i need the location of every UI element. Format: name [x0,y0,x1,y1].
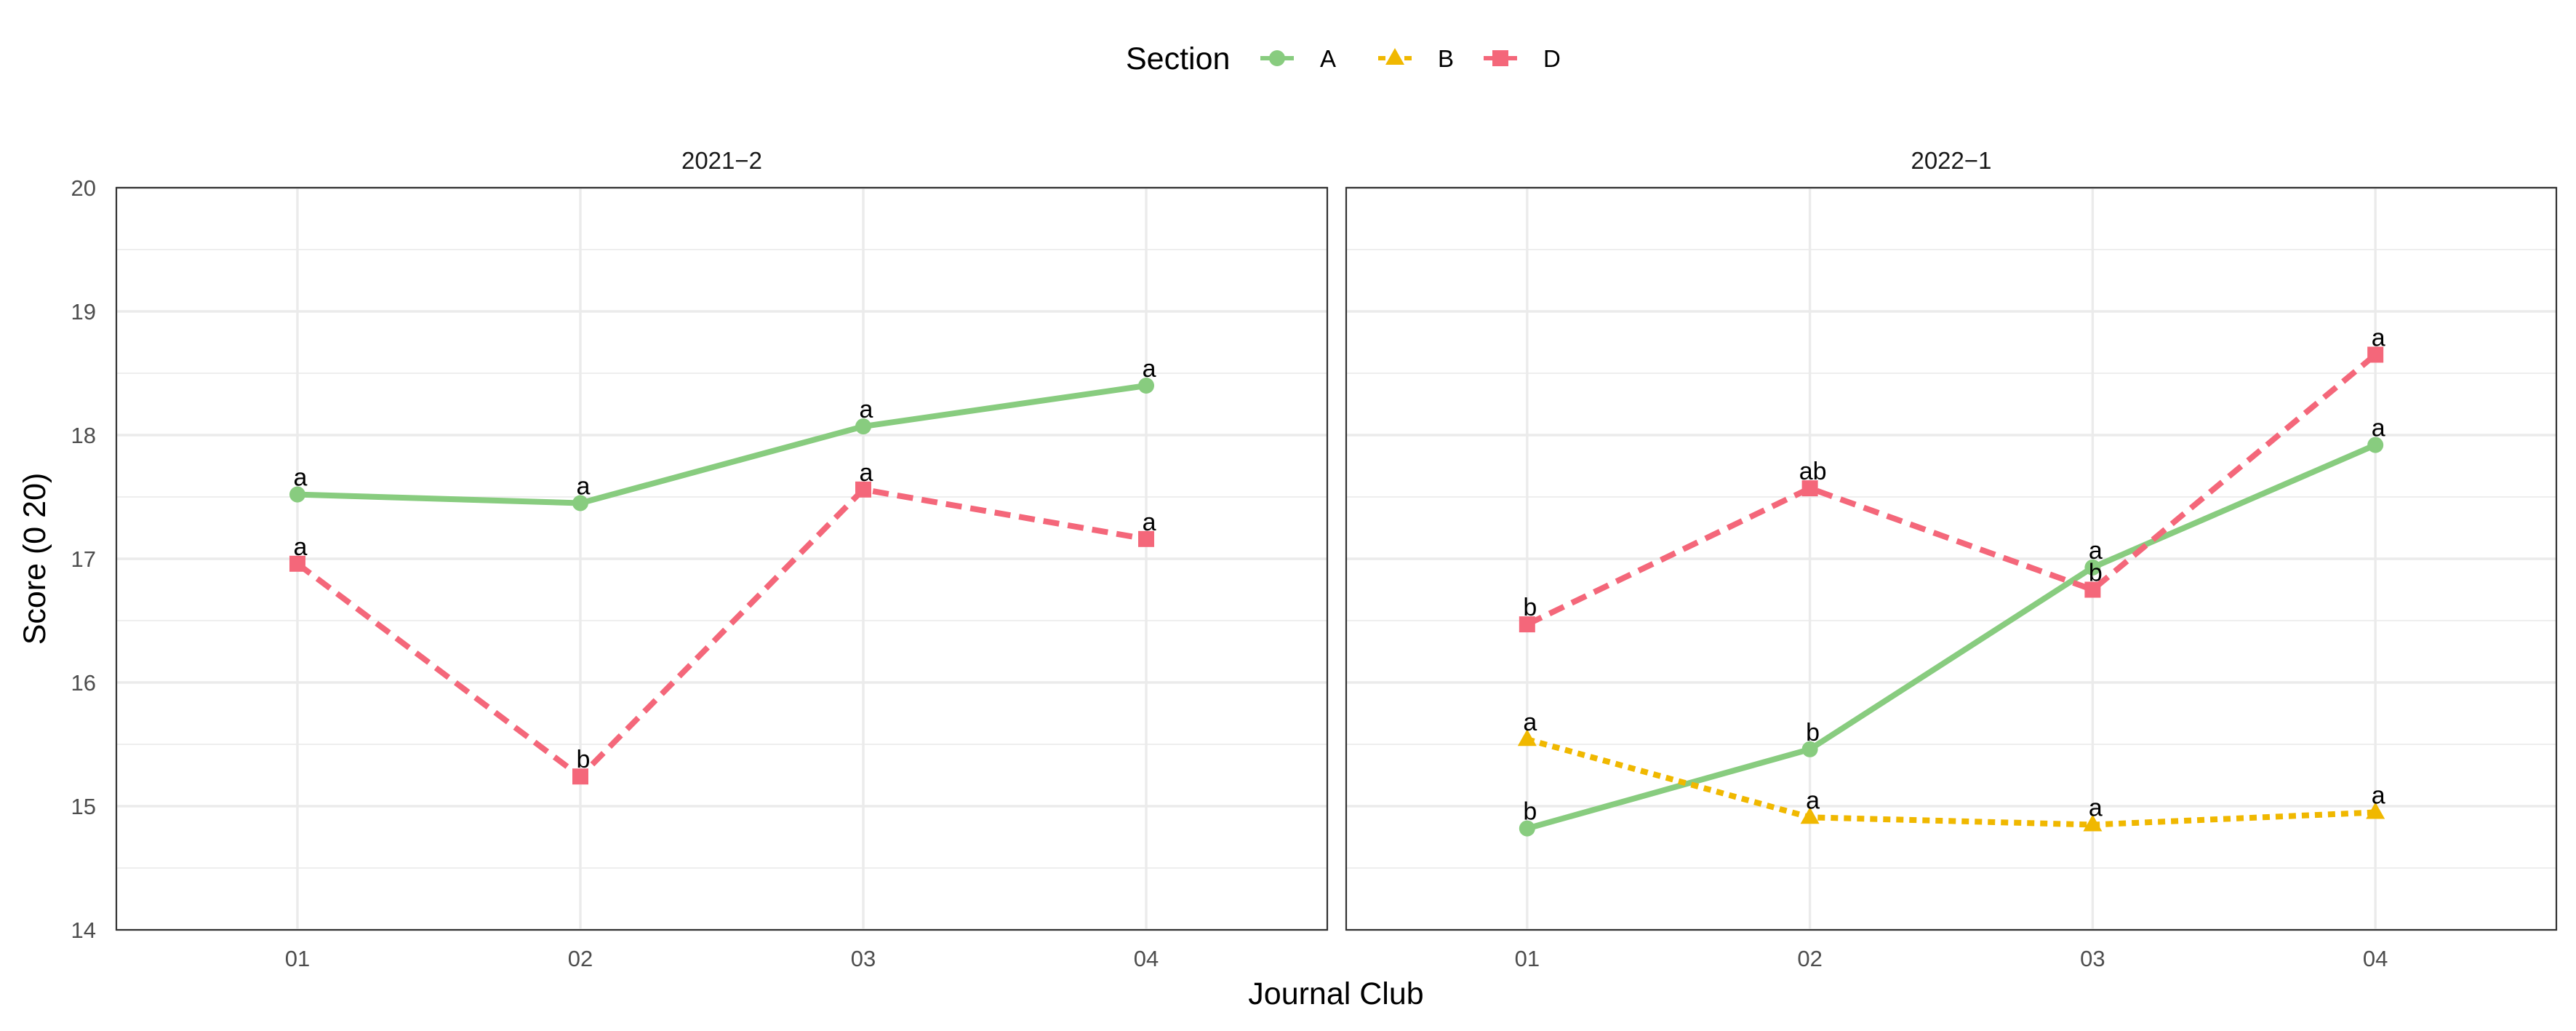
data-label: a [1143,509,1156,536]
data-point [572,768,588,785]
x-tick-label: 03 [851,946,876,971]
data-label: b [577,746,591,773]
x-tick-label: 02 [568,946,593,971]
y-tick-label: 17 [71,546,96,572]
x-tick-label: 01 [1515,946,1540,971]
data-label: a [2089,537,2103,565]
data-point [2367,346,2384,363]
data-point [289,555,305,572]
data-point [1138,378,1155,394]
legend-entry-d: D [1484,45,1561,72]
data-point [2367,437,2384,453]
data-point [1801,480,1818,497]
legend-entry-a: A [1260,45,1336,72]
data-label: b [1523,594,1537,621]
legend-key-marker [1385,48,1404,65]
data-point [2083,814,2103,832]
data-point [1519,820,1535,837]
y-tick-label: 16 [71,670,96,696]
data-label: ab [1799,458,1827,485]
y-tick-label: 14 [71,917,96,943]
data-label: a [1143,355,1156,383]
x-tick-label: 01 [285,946,310,971]
data-label: b [1806,719,1820,747]
x-tick-label: 03 [2080,946,2105,971]
data-label: b [2089,560,2103,587]
series-line [297,383,1147,506]
series-line [1526,352,2377,627]
data-label: a [1806,787,1820,814]
series-line [1526,736,2376,828]
data-point [855,481,872,498]
data-point [1801,741,1818,757]
y-tick-label: 18 [71,423,96,448]
data-label: a [2372,325,2385,352]
data-point [2084,559,2101,576]
data-point [1138,530,1155,547]
legend-title: Section [1126,41,1230,76]
x-axis-title: Journal Club [1248,976,1423,1011]
legend: Section A B D [1126,41,1561,76]
legend-label: D [1543,45,1561,72]
y-axis: 14 15 16 17 18 19 20 [71,175,96,943]
data-point [1517,729,1537,747]
data-point [572,495,588,511]
x-tick-label: 04 [1134,946,1159,971]
series-d: a b a a [289,459,1156,785]
data-point [2084,581,2101,598]
data-point [289,486,305,503]
data-label: a [860,396,873,423]
data-label: a [2089,795,2103,822]
data-label: a [294,464,308,492]
legend-entry-b: B [1378,45,1454,72]
legend-key-marker [1492,50,1508,66]
data-point [855,418,872,435]
panel-border [1345,186,2558,931]
y-tick-label: 19 [71,299,96,325]
data-label: a [577,473,591,501]
data-label: b [1523,798,1537,826]
series-line [1526,442,2377,832]
legend-key-marker [1269,50,1285,66]
y-tick-label: 15 [71,794,96,819]
series-a: a a a a [289,355,1156,511]
data-point [1800,807,1820,824]
x-tick-label: 02 [1797,946,1822,971]
panel-title: 2022−1 [1911,147,1991,174]
x-tick-label: 04 [2363,946,2388,971]
data-point [1519,616,1535,633]
y-axis-title: Score (0 20) [17,473,52,645]
data-label: a [2372,782,2385,810]
y-tick-label: 20 [71,175,96,201]
panel-title: 2021−2 [681,147,762,174]
data-label: a [1523,709,1537,736]
series-b: a a a a [1517,709,2385,832]
series-line [295,486,1147,780]
legend-label: A [1320,45,1336,72]
data-point [2366,802,2385,819]
panel-1: 2021−2 01 02 03 04 a a a a a b a a [115,147,1329,971]
data-label: a [294,533,308,561]
legend-label: B [1438,45,1454,72]
gridlines [116,186,1327,931]
data-label: a [2372,415,2385,442]
panel-border [115,186,1329,931]
data-label: a [860,459,873,487]
